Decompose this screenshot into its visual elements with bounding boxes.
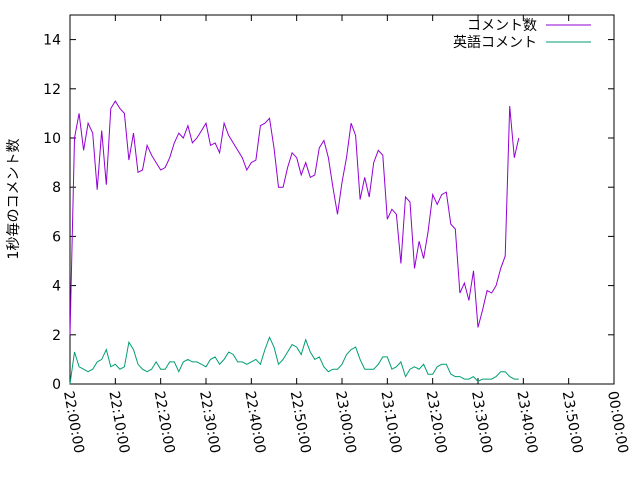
y-axis: 0 2 4 6 8 10 12 14 <box>43 33 614 393</box>
x-tick-label: 23:30:00 <box>468 390 495 455</box>
y-tick-label: 10 <box>43 131 61 147</box>
x-tick-label: 23:10:00 <box>377 390 404 455</box>
legend-label: 英語コメント <box>453 34 537 51</box>
x-tick-label: 23:50:00 <box>559 390 586 455</box>
y-tick-label: 14 <box>43 33 61 49</box>
series-line-2 <box>69 335 519 385</box>
legend-label: コメント数 <box>467 18 537 34</box>
series-lines <box>69 100 520 385</box>
y-tick-label: 2 <box>52 328 61 344</box>
x-tick-label: 23:40:00 <box>513 390 540 455</box>
series-line-1 <box>69 100 520 335</box>
x-tick-label: 22:50:00 <box>287 390 314 455</box>
x-tick-label: 22:10:00 <box>105 390 132 455</box>
y-tick-label: 4 <box>52 279 61 295</box>
y-tick-label: 12 <box>43 82 61 98</box>
x-tick-label: 23:20:00 <box>423 390 450 455</box>
x-tick-label: 22:30:00 <box>196 390 223 455</box>
x-tick-label: 22:00:00 <box>60 390 87 455</box>
y-tick-label: 8 <box>52 180 61 196</box>
plot-frame <box>69 14 615 385</box>
y-tick-label: 0 <box>52 377 61 393</box>
y-axis-label: 1秒毎のコメント数 <box>6 139 22 260</box>
x-axis: 22:00:00 22:10:00 22:20:00 22:30:00 22:40:00… <box>60 15 631 455</box>
x-tick-label: 00:00:00 <box>604 390 631 455</box>
x-tick-label: 22:40:00 <box>241 390 268 455</box>
x-tick-label: 22:20:00 <box>151 390 178 455</box>
y-tick-label: 6 <box>52 229 61 245</box>
x-tick-label: 23:00:00 <box>332 390 359 455</box>
